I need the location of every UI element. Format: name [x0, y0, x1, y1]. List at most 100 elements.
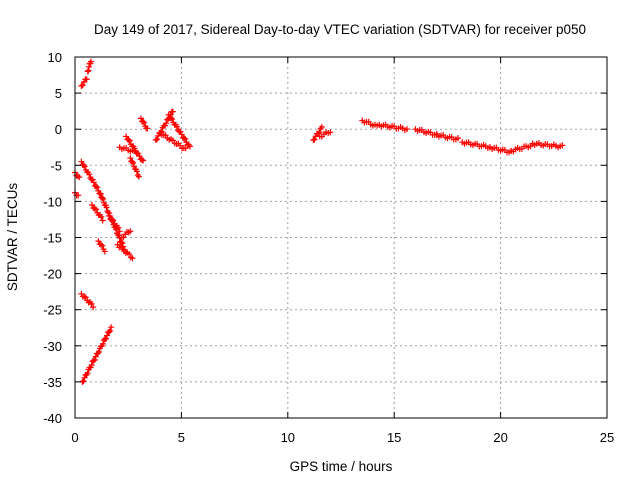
data-point: [135, 173, 142, 180]
x-tick-label: 25: [600, 430, 614, 445]
y-tick-label: 0: [55, 122, 62, 137]
data-point: [91, 205, 98, 212]
data-point: [140, 118, 147, 125]
data-point: [92, 353, 99, 360]
series-arc-16: [127, 155, 142, 180]
data-point: [97, 241, 104, 248]
data-point: [559, 142, 566, 149]
series-arc-22: [316, 129, 334, 140]
data-point: [125, 136, 132, 143]
data-point: [134, 172, 141, 179]
data-point: [82, 294, 89, 301]
data-point: [130, 159, 137, 166]
data-point: [87, 58, 94, 65]
axis-ticks: 0 5 10 15 20 25 -40 -35 -30 -25 -20 -15 -10 -5 0 5 10: [43, 50, 614, 445]
series-arc-20: [157, 129, 189, 152]
x-tick-label: 0: [71, 430, 78, 445]
data-point: [106, 212, 113, 219]
x-tick-label: 5: [178, 430, 185, 445]
data-point: [103, 335, 110, 342]
data-point: [133, 168, 140, 175]
data-point: [182, 135, 189, 142]
series-arc-7: [89, 202, 106, 224]
series-arc-15: [123, 133, 147, 164]
data-point: [88, 300, 95, 307]
data-point: [80, 378, 87, 385]
series-arc-24: [376, 121, 410, 134]
data-point: [115, 232, 122, 239]
data-point: [84, 370, 91, 377]
data-point: [152, 137, 159, 144]
x-tick-label: 20: [493, 430, 507, 445]
series-arc-26: [433, 131, 462, 143]
data-point: [141, 119, 148, 126]
data-point: [119, 244, 126, 251]
data-point: [90, 304, 97, 311]
series-arc-13: [79, 324, 115, 385]
data-point: [86, 63, 93, 70]
data-point: [99, 217, 106, 224]
data-point: [106, 328, 113, 335]
y-tick-label: -10: [43, 194, 62, 209]
data-point: [131, 145, 138, 152]
series-arc-29: [508, 140, 536, 155]
data-point: [93, 183, 100, 190]
data-point: [144, 125, 151, 132]
series-arc-4: [84, 58, 94, 75]
data-point: [95, 349, 102, 356]
x-axis-label: GPS time / hours: [290, 459, 393, 474]
y-tick-label: -20: [43, 267, 62, 282]
data-point: [116, 228, 123, 235]
y-tick-label: -35: [43, 375, 62, 390]
data-point: [167, 115, 174, 122]
data-point: [86, 171, 93, 178]
data-point: [88, 361, 95, 368]
data-point: [129, 158, 136, 165]
data-point: [101, 248, 108, 255]
data-point: [89, 202, 96, 209]
data-point: [173, 123, 180, 130]
grid-layer: [75, 57, 607, 418]
data-point: [182, 145, 189, 152]
series-arc-1: [72, 169, 83, 181]
data-point: [127, 155, 134, 162]
data-point: [110, 217, 117, 224]
data-point: [126, 251, 133, 258]
series-arc-2: [72, 189, 82, 199]
data-point: [135, 150, 142, 157]
data-point: [169, 108, 176, 115]
data-point: [403, 126, 410, 133]
data-point: [79, 82, 86, 89]
data-point: [91, 356, 98, 363]
data-point: [81, 163, 88, 170]
series-arc-12: [78, 290, 97, 311]
y-tick-label: -25: [43, 303, 62, 318]
data-point: [178, 131, 185, 138]
data-marks: [72, 58, 566, 385]
data-point: [74, 173, 81, 180]
data-point: [99, 194, 106, 201]
data-point: [104, 332, 111, 339]
data-point: [76, 174, 83, 181]
series-arc-11: [118, 228, 134, 241]
data-point: [99, 340, 106, 347]
data-point: [177, 128, 184, 135]
data-point: [163, 120, 170, 127]
data-point: [165, 111, 172, 118]
data-point: [94, 184, 101, 191]
series-arc-25: [412, 126, 440, 138]
data-point: [136, 153, 143, 160]
data-point: [140, 157, 147, 164]
data-point: [455, 135, 462, 142]
series-arc-23: [359, 117, 381, 129]
data-point: [78, 158, 85, 165]
data-point: [94, 350, 101, 357]
data-point: [103, 204, 110, 211]
data-point: [181, 135, 188, 142]
series-arc-19: [165, 111, 193, 150]
y-tick-label: 5: [55, 86, 62, 101]
x-tick-label: 10: [281, 430, 295, 445]
data-point: [129, 255, 136, 262]
series-arc-27: [459, 139, 493, 152]
